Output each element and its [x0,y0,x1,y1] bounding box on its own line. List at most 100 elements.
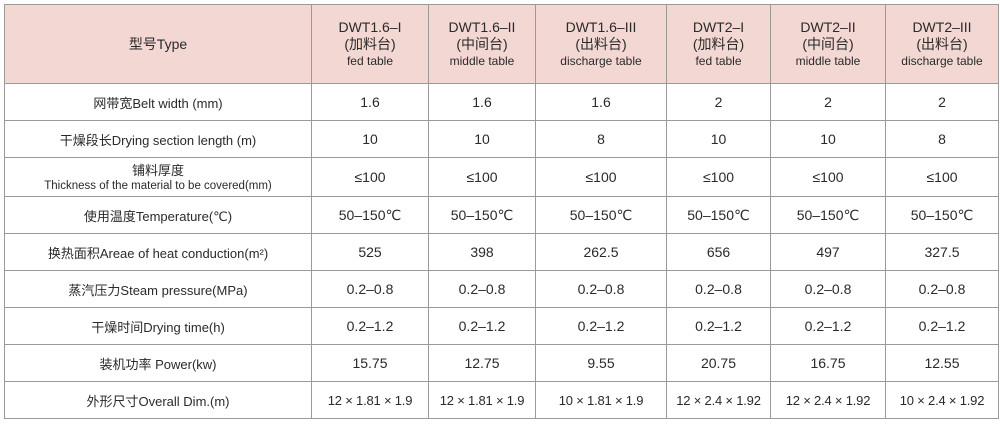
table-cell: 50–150℃ [428,196,536,234]
table-cell: 10 × 1.81 × 1.9 [535,381,667,419]
table-cell: 0.2–1.2 [666,307,771,345]
table-cell: 50–150℃ [666,196,771,234]
table-row: 干燥时间Drying time(h) 0.2–1.2 0.2–1.2 0.2–1… [4,307,999,345]
table-row: 蒸汽压力Steam pressure(MPa) 0.2–0.8 0.2–0.8 … [4,270,999,308]
table-cell: ≤100 [885,157,999,197]
table-cell: 50–150℃ [885,196,999,234]
table-cell: 10 [770,120,886,158]
table-position-zh: (加料台) [344,35,396,52]
row-label: 使用温度Temperature(℃) [4,196,312,234]
column-header: DWT2–I (加料台) fed table [666,4,771,84]
corner-label: 型号Type [4,4,312,84]
table-cell: 10 [428,120,536,158]
table-cell: 12 × 2.4 × 1.92 [770,381,886,419]
table-cell: 0.2–1.2 [535,307,667,345]
table-cell: 656 [666,233,771,271]
table-cell: ≤100 [311,157,429,197]
table-position-en: middle table [795,53,861,68]
table-body: 网带宽Belt width (mm) 1.6 1.6 1.6 2 2 2 干燥段… [4,83,999,419]
table-cell: 9.55 [535,344,667,382]
row-label: 铺料厚度 Thickness of the material to be cov… [4,157,312,197]
table-cell: 2 [770,83,886,121]
table-cell: ≤100 [666,157,771,197]
table-position-zh: (出料台) [575,35,627,52]
row-label: 蒸汽压力Steam pressure(MPa) [4,270,312,308]
table-position-en: middle table [449,53,515,68]
table-cell: 50–150℃ [535,196,667,234]
table-row: 换热面积Areae of heat conduction(m²) 525 398… [4,233,999,271]
table-cell: 1.6 [428,83,536,121]
model-name: DWT2–III [912,18,972,35]
row-label: 装机功率 Power(kw) [4,344,312,382]
table-cell: ≤100 [428,157,536,197]
column-header: DWT1.6–II (中间台) middle table [428,4,536,84]
column-header: DWT2–III (出料台) discharge table [885,4,999,84]
table-cell: 8 [535,120,667,158]
table-cell: 10 [311,120,429,158]
column-header: DWT1.6–I (加料台) fed table [311,4,429,84]
table-cell: 2 [885,83,999,121]
spec-table: 型号Type DWT1.6–I (加料台) fed table DWT1.6–I… [4,4,999,419]
table-cell: 8 [885,120,999,158]
table-cell: 0.2–0.8 [311,270,429,308]
table-cell: 15.75 [311,344,429,382]
table-position-zh: (中间台) [456,35,508,52]
table-cell: 2 [666,83,771,121]
table-cell: 10 × 2.4 × 1.92 [885,381,999,419]
table-position-en: fed table [695,53,742,68]
table-cell: 0.2–0.8 [666,270,771,308]
table-position-en: discharge table [901,53,983,68]
table-position-en: discharge table [560,53,642,68]
row-label: 换热面积Areae of heat conduction(m²) [4,233,312,271]
table-row: 网带宽Belt width (mm) 1.6 1.6 1.6 2 2 2 [4,83,999,121]
table-cell: 12.55 [885,344,999,382]
model-name: DWT1.6–II [448,18,516,35]
table-cell: 497 [770,233,886,271]
table-position-zh: (出料台) [916,35,968,52]
table-cell: 0.2–1.2 [770,307,886,345]
header-row: 型号Type DWT1.6–I (加料台) fed table DWT1.6–I… [4,4,999,84]
table-cell: 12 × 1.81 × 1.9 [428,381,536,419]
table-row: 使用温度Temperature(℃) 50–150℃ 50–150℃ 50–15… [4,196,999,234]
column-header: DWT2–II (中间台) middle table [770,4,886,84]
table-cell: 50–150℃ [311,196,429,234]
table-cell: 0.2–0.8 [428,270,536,308]
table-cell: 0.2–0.8 [885,270,999,308]
table-cell: 0.2–1.2 [428,307,536,345]
model-name: DWT2–I [692,18,745,35]
table-cell: 398 [428,233,536,271]
table-row: 铺料厚度 Thickness of the material to be cov… [4,157,999,197]
row-label-zh: 铺料厚度 [131,162,184,178]
row-label: 干燥段长Drying section length (m) [4,120,312,158]
table-cell: 12 × 1.81 × 1.9 [311,381,429,419]
table-cell: 262.5 [535,233,667,271]
table-position-zh: (中间台) [802,35,854,52]
table-position-zh: (加料台) [692,35,745,52]
table-cell: ≤100 [535,157,667,197]
table-cell: 1.6 [311,83,429,121]
row-label: 外形尺寸Overall Dim.(m) [4,381,312,419]
table-cell: 12.75 [428,344,536,382]
table-cell: 0.2–0.8 [535,270,667,308]
table-position-en: fed table [346,53,394,68]
table-cell: 0.2–1.2 [885,307,999,345]
model-name: DWT1.6–I [338,18,402,35]
column-header: DWT1.6–III (出料台) discharge table [535,4,667,84]
model-name: DWT2–II [800,18,856,35]
table-cell: 16.75 [770,344,886,382]
row-label: 网带宽Belt width (mm) [4,83,312,121]
table-cell: 1.6 [535,83,667,121]
table-row: 干燥段长Drying section length (m) 10 10 8 10… [4,120,999,158]
table-cell: 10 [666,120,771,158]
table-cell: 0.2–1.2 [311,307,429,345]
row-label-en: Thickness of the material to be covered(… [44,179,272,192]
table-cell: 12 × 2.4 × 1.92 [666,381,771,419]
table-cell: 50–150℃ [770,196,886,234]
table-cell: ≤100 [770,157,886,197]
table-header: 型号Type DWT1.6–I (加料台) fed table DWT1.6–I… [4,4,999,84]
table-row: 外形尺寸Overall Dim.(m) 12 × 1.81 × 1.9 12 ×… [4,381,999,419]
model-name: DWT1.6–III [565,18,637,35]
table-cell: 20.75 [666,344,771,382]
table-cell: 0.2–0.8 [770,270,886,308]
table-cell: 525 [311,233,429,271]
